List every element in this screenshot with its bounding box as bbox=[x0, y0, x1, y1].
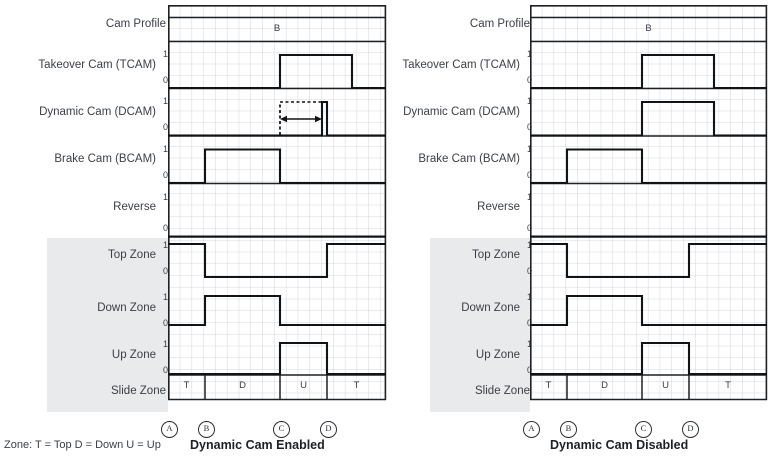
row-label-dcam-right: Dynamic Cam (DCAM) bbox=[403, 106, 520, 118]
slide-zone-cell-t2-left: T bbox=[353, 380, 360, 391]
waveform-dcam-left bbox=[168, 100, 386, 137]
slide-zone-cell-t1-left: T bbox=[183, 380, 190, 391]
tick-upzone-low: 0 bbox=[162, 365, 168, 375]
row-label-bcam: Brake Cam (BCAM) bbox=[54, 153, 156, 165]
caption-right: Dynamic Cam Disabled bbox=[550, 438, 689, 452]
tick-bcam-low: 0 bbox=[162, 170, 168, 180]
waveform-bcam-left bbox=[168, 148, 386, 185]
tick-bcam-low-right: 0 bbox=[526, 170, 532, 180]
waveform-up-zone-right bbox=[530, 341, 767, 376]
row-label-down-zone-right: Down Zone bbox=[461, 302, 520, 314]
tick-downzone-high-right: 1 bbox=[526, 292, 532, 302]
marker-c-right: C bbox=[635, 421, 652, 438]
cam-profile-letter-right: B bbox=[645, 23, 652, 34]
zone-shade-left bbox=[47, 238, 168, 412]
row-label-up-zone: Up Zone bbox=[111, 349, 156, 361]
tick-reverse-high-right: 1 bbox=[526, 192, 532, 202]
marker-b-left: B bbox=[198, 421, 215, 438]
tick-bcam-high-right: 1 bbox=[526, 144, 532, 154]
zone-shade-right bbox=[430, 238, 530, 412]
panel-dynamic-cam-disabled: Cam Profile Takeover Cam (TCAM) Dynamic … bbox=[378, 0, 768, 458]
tick-dcam-low-right: 0 bbox=[526, 122, 532, 132]
waveform-top-zone-right bbox=[530, 242, 767, 279]
tick-reverse-low: 0 bbox=[162, 223, 168, 233]
tick-upzone-high: 1 bbox=[162, 339, 168, 349]
row-label-down-zone: Down Zone bbox=[97, 302, 156, 314]
tick-reverse-high: 1 bbox=[162, 192, 168, 202]
tick-topzone-low: 0 bbox=[162, 266, 168, 276]
marker-a-right: A bbox=[523, 421, 540, 438]
row-label-dcam: Dynamic Cam (DCAM) bbox=[39, 106, 156, 118]
waveform-up-zone-left bbox=[168, 341, 386, 376]
panel-dynamic-cam-enabled: Cam Profile Takeover Cam (TCAM) Dynamic … bbox=[0, 0, 387, 452]
chart-grid-right bbox=[530, 5, 767, 400]
waveform-tcam-right bbox=[530, 53, 767, 90]
tick-tcam-high: 1 bbox=[162, 49, 168, 59]
row-label-reverse-right: Reverse bbox=[477, 201, 520, 213]
tick-topzone-high: 1 bbox=[162, 240, 168, 250]
chart-border-left bbox=[168, 5, 387, 400]
waveform-down-zone-right bbox=[530, 294, 767, 327]
row-label-tcam-right: Takeover Cam (TCAM) bbox=[402, 59, 520, 71]
row-label-up-zone-right: Up Zone bbox=[475, 349, 520, 361]
marker-c-left: C bbox=[273, 421, 290, 438]
tick-reverse-low-right: 0 bbox=[526, 223, 532, 233]
slide-zone-cell-t2-right: T bbox=[725, 380, 731, 391]
tick-upzone-low-right: 0 bbox=[526, 365, 532, 375]
tick-dcam-high-right: 1 bbox=[526, 96, 532, 106]
marker-a-left: A bbox=[161, 421, 178, 438]
cam-profile-letter-left: B bbox=[273, 23, 281, 34]
tick-tcam-low-right: 0 bbox=[526, 75, 532, 85]
footer-legend: Zone: T = Top D = Down U = Up bbox=[4, 439, 161, 451]
chart-border-right bbox=[530, 5, 768, 400]
row-label-slide-zone: Slide Zone bbox=[111, 385, 166, 397]
row-label-top-zone: Top Zone bbox=[108, 249, 156, 261]
row-label-column-left: Cam Profile Takeover Cam (TCAM) Dynamic … bbox=[0, 0, 168, 420]
slide-zone-dividers-right bbox=[566, 375, 690, 400]
tick-downzone-high: 1 bbox=[162, 292, 168, 302]
tick-topzone-high-right: 1 bbox=[526, 240, 532, 250]
marker-d-right: D bbox=[682, 421, 699, 438]
row-label-bcam-right: Brake Cam (BCAM) bbox=[418, 153, 520, 165]
timing-chart-left: B T D U T bbox=[168, 5, 387, 405]
row-label-slide-zone-right: Slide Zone bbox=[475, 385, 530, 397]
tick-downzone-low-right: 0 bbox=[526, 318, 532, 328]
slide-zone-cell-d-right: D bbox=[601, 380, 608, 391]
waveform-tcam-left bbox=[168, 53, 386, 90]
timing-chart-left-svg bbox=[168, 5, 387, 401]
marker-b-right: B bbox=[560, 421, 577, 438]
slide-zone-dividers-left bbox=[204, 375, 328, 400]
tick-tcam-low: 0 bbox=[162, 75, 168, 85]
slide-zone-cell-u-left: U bbox=[300, 380, 307, 391]
slide-zone-cell-t1-right: T bbox=[545, 380, 552, 391]
slide-zone-cell-u-right: U bbox=[662, 380, 669, 391]
row-label-reverse: Reverse bbox=[113, 201, 156, 213]
tick-bcam-high: 1 bbox=[162, 144, 168, 154]
caption-left: Dynamic Cam Enabled bbox=[190, 438, 325, 452]
row-label-tcam: Takeover Cam (TCAM) bbox=[38, 59, 156, 71]
marker-d-left: D bbox=[320, 421, 337, 438]
waveform-down-zone-left bbox=[168, 294, 386, 327]
chart-grid-left bbox=[168, 5, 386, 400]
row-label-column-right: Cam Profile Takeover Cam (TCAM) Dynamic … bbox=[378, 0, 532, 420]
dcam-delay-annotation-left bbox=[279, 101, 322, 135]
tick-upzone-high-right: 1 bbox=[526, 339, 532, 349]
tick-dcam-low: 0 bbox=[162, 122, 168, 132]
timing-chart-right: B T D U T bbox=[530, 5, 768, 405]
tick-dcam-high: 1 bbox=[162, 96, 168, 106]
slide-zone-cell-d-left: D bbox=[239, 380, 246, 391]
tick-topzone-low-right: 0 bbox=[526, 266, 532, 276]
row-label-cam-profile-right: Cam Profile bbox=[469, 18, 530, 30]
waveform-top-zone-left bbox=[168, 242, 386, 279]
row-label-top-zone-right: Top Zone bbox=[472, 249, 520, 261]
timing-chart-right-svg bbox=[530, 5, 768, 401]
row-label-cam-profile: Cam Profile bbox=[105, 18, 166, 30]
tick-tcam-high-right: 1 bbox=[526, 49, 532, 59]
waveform-bcam-right bbox=[530, 148, 767, 185]
tick-downzone-low: 0 bbox=[162, 318, 168, 328]
waveform-dcam-right bbox=[530, 100, 767, 137]
